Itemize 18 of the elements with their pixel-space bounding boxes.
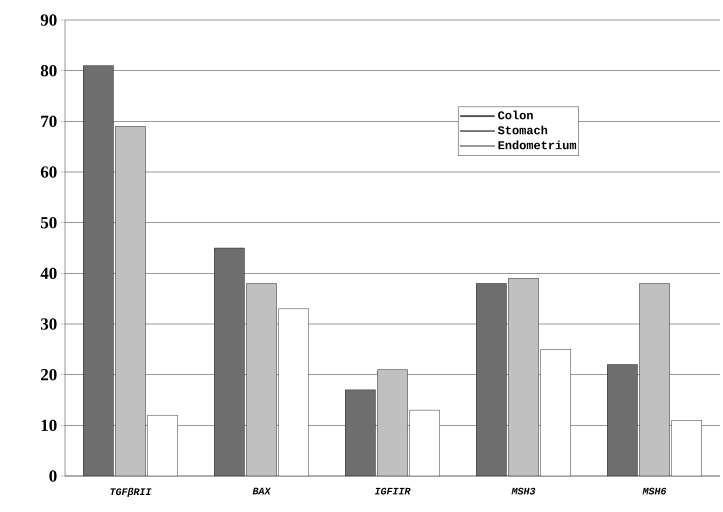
legend-label: Endometrium [498,140,576,150]
y-tick-label: 0 [49,470,57,482]
x-tick-label: IGFIIR [374,488,411,495]
y-tick-label: 10 [42,420,57,432]
x-tick-label: MSH3 [512,488,536,495]
x-tick-label: MSH6 [642,488,666,495]
y-tick-label: 30 [40,318,57,330]
y-tick-label: 70 [41,116,57,128]
y-tick-label: 80 [40,64,57,76]
y-tick-label: 50 [40,216,57,228]
legend-label: Stomach [498,126,548,134]
y-tick-label: 60 [40,166,57,178]
y-tick-label: 20 [41,368,57,380]
y-tick-label: 90 [40,14,57,26]
x-tick-label: BAX [252,488,272,494]
y-tick-label: 40 [40,268,57,280]
legend-label: Colon [498,110,533,120]
x-tick-label: TGFβRII [110,488,152,498]
